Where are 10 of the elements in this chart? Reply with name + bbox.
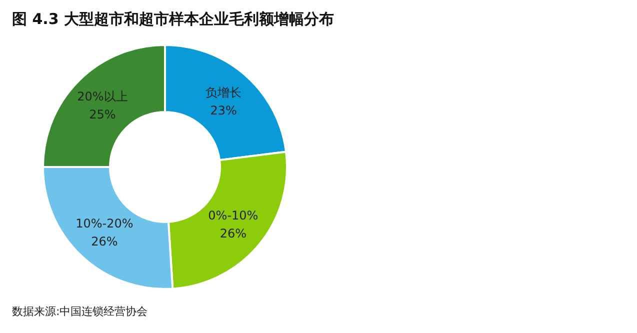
slice-label: 负增长: [206, 86, 242, 100]
data-label: 23%: [210, 104, 237, 118]
data-label: 26%: [91, 234, 118, 249]
slice-label: 0%-10%: [208, 208, 258, 222]
source-note: 数据来源:中国连锁经营协会: [12, 304, 148, 319]
chart-title: 图 4.3 大型超市和超市样本企业毛利额增幅分布: [12, 10, 334, 29]
data-label: 25%: [89, 107, 116, 122]
slice-label: 20%以上: [77, 89, 128, 104]
data-label: 26%: [220, 226, 247, 240]
slice-label: 10%-20%: [76, 216, 134, 231]
